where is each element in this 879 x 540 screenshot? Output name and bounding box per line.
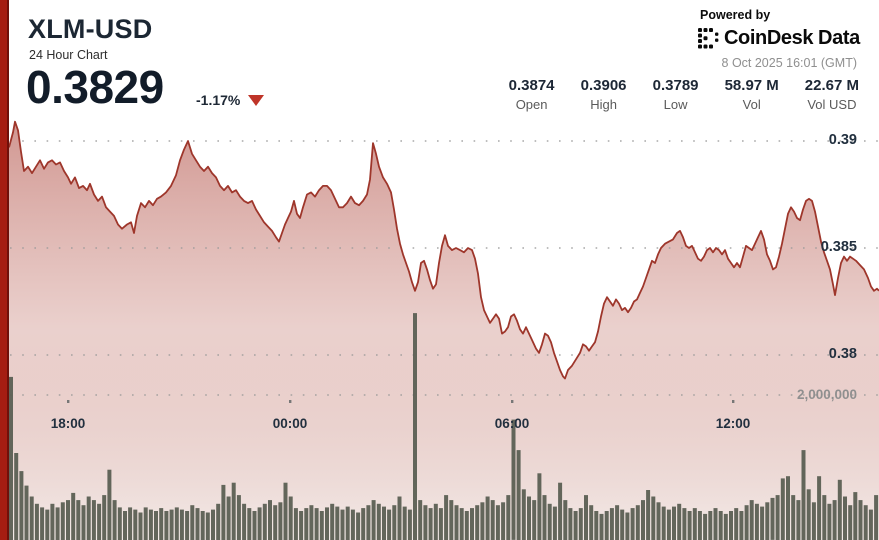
price-line [8, 120, 879, 380]
coindesk-data-logo[interactable]: CoinDesk Data [698, 27, 860, 50]
y-axis-tick-0-39: 0.39 [828, 132, 857, 148]
stat-high-value: 0.3906 [580, 77, 627, 94]
ohlcv-stats-row: 0.3874 Open 0.3906 High 0.3789 Low 58.97… [509, 77, 859, 112]
left-accent-bar [0, 0, 9, 540]
stat-open: 0.3874 Open [509, 77, 555, 112]
price-down-arrow-icon [248, 94, 265, 106]
powered-by-label: Powered by [700, 8, 771, 22]
coindesk-logo-mark-icon [698, 28, 719, 49]
chart-subtitle: 24 Hour Chart [29, 48, 108, 62]
stat-high-label: High [590, 97, 617, 112]
stat-vol: 58.97 M Vol [725, 77, 779, 112]
y-axis-tick-0-38: 0.38 [828, 346, 857, 362]
stat-low: 0.3789 Low [653, 77, 699, 112]
stat-low-label: Low [663, 97, 688, 112]
logo-word-data: Data [818, 27, 860, 49]
stat-vol-usd: 22.67 M Vol USD [805, 77, 859, 112]
page-title-symbol: XLM-USD [28, 14, 153, 44]
stat-vol-value: 58.97 M [724, 77, 779, 94]
y-axis-tick-0-385: 0.385 [820, 239, 857, 255]
chart-timestamp: 8 Oct 2025 16:01 (GMT) [721, 56, 857, 70]
price-area-fill [9, 121, 879, 540]
stat-open-value: 0.3874 [508, 77, 555, 94]
x-axis-tick-06-00: 06:00 [494, 416, 530, 431]
stat-low-value: 0.3789 [652, 77, 699, 94]
stat-vol-usd-value: 22.67 M [804, 77, 859, 94]
price-change-percent: -1.17% [196, 92, 241, 108]
stat-open-label: Open [515, 97, 548, 112]
current-price: 0.3829 [26, 61, 164, 113]
price-change-row: -1.17% [196, 92, 265, 108]
stat-vol-label: Vol [742, 97, 761, 112]
x-axis-tick-18-00: 18:00 [50, 416, 86, 431]
y-axis-volume-tick: 2,000,000 [796, 387, 857, 402]
logo-word-coindesk: CoinDesk [724, 27, 814, 49]
stat-vol-usd-label: Vol USD [807, 97, 857, 112]
volume-bars [9, 313, 879, 540]
x-axis-tick-00-00: 00:00 [272, 416, 308, 431]
dotted-gridlines [10, 140, 879, 403]
stat-high: 0.3906 High [581, 77, 627, 112]
x-axis-tick-12-00: 12:00 [715, 416, 751, 431]
